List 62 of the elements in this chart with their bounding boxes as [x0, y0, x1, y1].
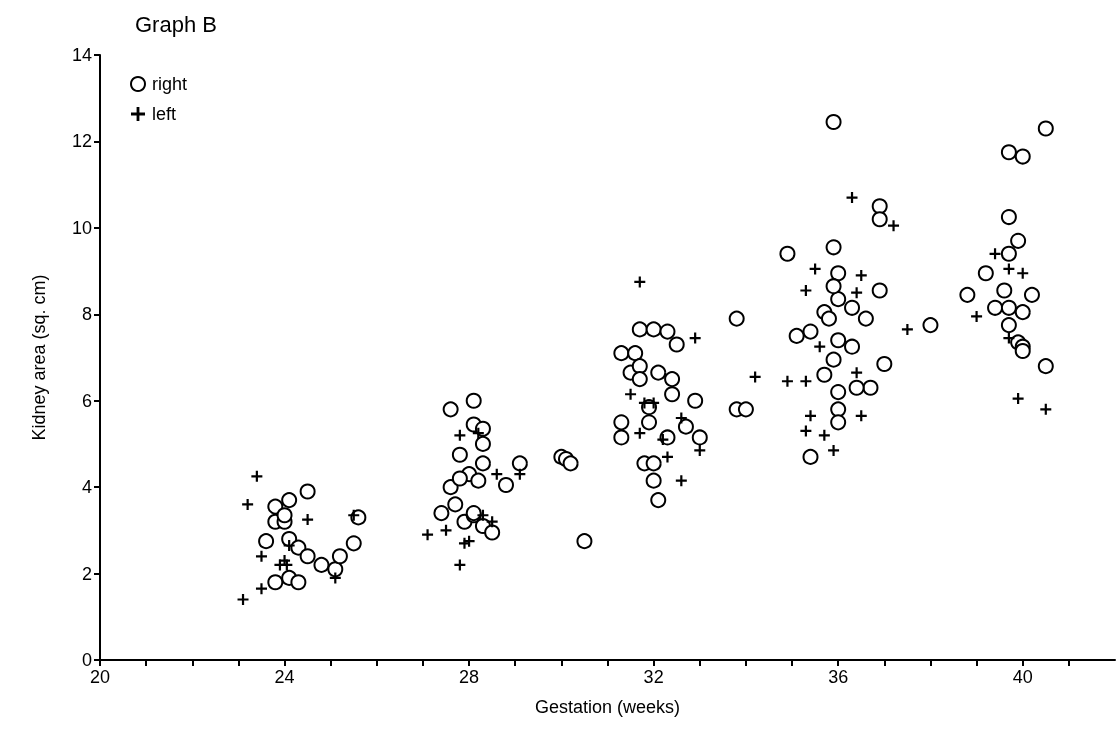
point: [661, 451, 673, 463]
point: [422, 529, 434, 541]
y-tick-label: 4: [81, 477, 92, 498]
y-tick-label: 12: [71, 131, 92, 152]
point: [828, 444, 840, 456]
point: [251, 470, 263, 482]
point: [805, 410, 816, 422]
point: [989, 248, 1001, 260]
point: [454, 559, 466, 571]
x-tick-label: 32: [643, 667, 664, 687]
y-tick-label: 14: [71, 45, 92, 65]
legend-label: left: [152, 104, 177, 124]
point: [694, 444, 706, 456]
point: [800, 375, 812, 387]
x-tick-label: 36: [828, 667, 849, 687]
point: [689, 332, 701, 344]
point: [255, 583, 267, 595]
point: [971, 310, 983, 322]
point: [675, 475, 687, 487]
point: [846, 192, 858, 204]
point: [855, 269, 867, 281]
x-tick-label: 20: [89, 667, 111, 687]
point: [255, 550, 267, 562]
x-tick-label: 28: [459, 667, 480, 687]
chart-title: Graph B: [135, 11, 217, 37]
legend-label: right: [152, 74, 188, 94]
y-tick-label: 8: [81, 304, 92, 325]
point: [237, 594, 249, 605]
point: [1003, 332, 1015, 344]
y-axis-title: Kidney area (sq. cm): [29, 274, 49, 441]
x-tick-label: 40: [1012, 667, 1033, 687]
point: [1003, 263, 1015, 275]
point: [1012, 393, 1024, 405]
point: [855, 410, 867, 422]
point: [851, 287, 863, 299]
point: [901, 323, 913, 335]
point: [634, 427, 646, 439]
point: [491, 468, 503, 480]
point: [818, 429, 830, 441]
point: [440, 524, 452, 536]
point: [809, 263, 821, 275]
x-axis-title: Gestation (weeks): [534, 697, 681, 717]
point: [302, 514, 314, 526]
point: [851, 367, 863, 379]
point: [888, 220, 900, 232]
point: [454, 429, 466, 441]
point: [800, 285, 812, 297]
y-tick-label: 0: [81, 650, 92, 670]
point: [634, 276, 646, 288]
point: [781, 375, 793, 387]
x-tick-label: 24: [274, 667, 295, 687]
y-tick-label: 2: [81, 563, 92, 584]
point: [242, 498, 254, 510]
point: [1040, 403, 1052, 415]
y-tick-label: 10: [71, 217, 92, 238]
point: [814, 341, 826, 353]
point: [625, 388, 637, 400]
point: [749, 371, 761, 383]
point: [1017, 267, 1029, 279]
y-tick-label: 6: [81, 390, 92, 411]
point: [800, 425, 812, 437]
point: [463, 535, 475, 547]
